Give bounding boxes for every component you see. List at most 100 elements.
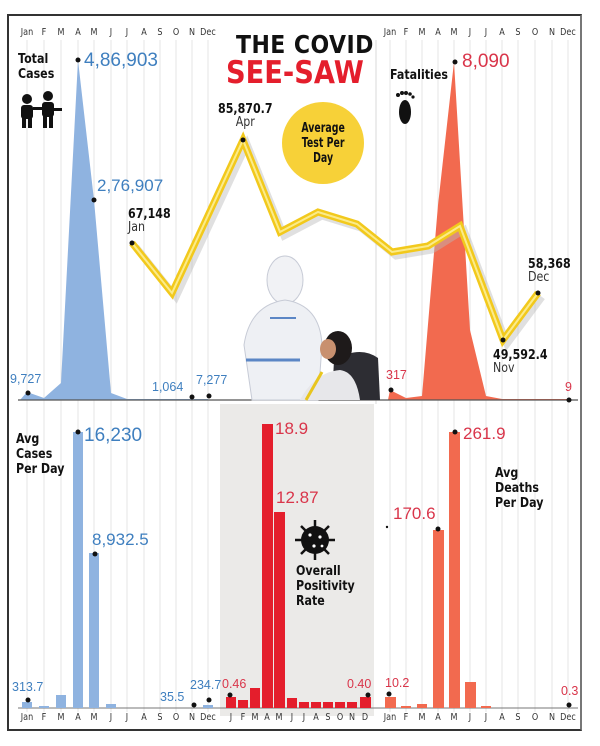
total-cases-label: Total Cases [18, 51, 55, 82]
month-label: M [57, 27, 65, 38]
month-label: O [531, 27, 539, 38]
month-label: Jan [20, 712, 34, 723]
month-label: A [435, 712, 441, 723]
value-avgdeaths-jan: 10.2 [385, 676, 410, 690]
value-tests-dec: 58,368 Dec [528, 257, 571, 285]
value-fatal-dec: 9 [565, 380, 572, 394]
value-avgcases-jan: 313.7 [12, 680, 44, 694]
month-label: J [468, 712, 472, 723]
month-label: J [109, 712, 113, 723]
positivity-bars [226, 424, 371, 708]
positivity-panel-bg [220, 404, 374, 716]
month-label: J [484, 712, 488, 723]
month-label: J [125, 712, 129, 723]
month-label: M [450, 27, 458, 38]
month-label: A [141, 27, 147, 38]
month-label: A [264, 712, 270, 723]
fatalities-area [388, 62, 568, 400]
month-label: A [141, 712, 147, 723]
avg-cases-label: Avg Cases Per Day [16, 431, 65, 477]
total-cases-area [20, 60, 208, 400]
month-label: J [125, 27, 129, 38]
month-label: D [361, 712, 369, 723]
month-label: J [468, 27, 472, 38]
value-tests-jan: 67,148 Jan [128, 207, 171, 235]
avg-deaths-label: Avg Deaths Per Day [495, 465, 544, 511]
value-avgcases-dec: 234.7 [190, 678, 222, 692]
value-avgcases-apr: 16,230 [84, 425, 143, 446]
value-tests-nov: 49,592.4 Nov [493, 348, 548, 376]
month-label: S [325, 712, 331, 723]
month-label: A [75, 712, 81, 723]
month-label: A [499, 712, 505, 723]
month-label: N [548, 712, 556, 723]
month-label: A [313, 712, 319, 723]
value-pos-dec: 0.40 [347, 677, 372, 691]
month-label: N [348, 712, 356, 723]
month-label: M [251, 712, 259, 723]
avg-cases-bars [22, 432, 213, 708]
value-fatal-may: 8,090 [462, 51, 510, 72]
month-label: J [229, 712, 233, 723]
title-line-2: SEE-SAW [226, 55, 364, 91]
value-pos-jan: 0.46 [222, 677, 247, 691]
month-label: F [41, 27, 47, 38]
value-avgcases-may: 8,932.5 [92, 530, 149, 549]
month-label: Jan [383, 712, 397, 723]
title-line-1: THE COVID [236, 30, 374, 59]
value-total-apr: 4,86,903 [84, 50, 158, 71]
value-avgdeaths-dec: 0.3 [561, 684, 579, 698]
value-fatal-jan: 317 [386, 368, 407, 382]
month-label: J [290, 712, 294, 723]
month-label: Jan [383, 27, 397, 38]
month-label: A [499, 27, 505, 38]
fatalities-label: Fatalities [390, 67, 448, 83]
avg-deaths-bars [385, 432, 491, 708]
month-label: F [240, 712, 246, 723]
footprint-icon [396, 91, 415, 124]
month-label: F [41, 712, 47, 723]
month-label: M [450, 712, 458, 723]
value-avgcases-nov: 35.5 [160, 690, 185, 704]
value-total-may: 2,76,907 [97, 176, 164, 195]
month-label: M [418, 27, 426, 38]
month-label: Dec [200, 27, 216, 38]
positivity-label: Overall Positivity Rate [296, 563, 355, 609]
month-label: N [188, 27, 196, 38]
month-label: F [403, 712, 409, 723]
value-tests-apr: 85,870.7 Apr [218, 102, 273, 130]
month-label: M [418, 712, 426, 723]
virus-icon [295, 520, 335, 560]
month-label: O [531, 712, 539, 723]
grid-left [26, 40, 209, 712]
average-test-bubble: Average Test Per Day [282, 102, 364, 184]
month-label: O [172, 27, 180, 38]
month-label: S [515, 712, 521, 723]
month-label: Dec [560, 712, 576, 723]
value-avgdeaths-may: 261.9 [463, 424, 506, 443]
month-label: J [109, 27, 113, 38]
month-label: M [57, 712, 65, 723]
swab-test-photo [243, 255, 380, 401]
month-label: S [157, 27, 163, 38]
month-label: O [172, 712, 180, 723]
month-label: Jan [20, 27, 34, 38]
people-icon [21, 91, 62, 128]
month-label: N [188, 712, 196, 723]
value-total-jan: 9,727 [10, 372, 42, 386]
value-total-nov: 1,064 [152, 380, 184, 394]
value-avgdeaths-apr: 170.6 [393, 504, 436, 523]
month-label: J [484, 27, 488, 38]
month-label: S [157, 712, 163, 723]
month-label: O [336, 712, 344, 723]
month-label: Dec [200, 712, 216, 723]
month-label: Dec [560, 27, 576, 38]
month-label: A [75, 27, 81, 38]
month-label: J [302, 712, 306, 723]
month-label: N [548, 27, 556, 38]
month-label: F [403, 27, 409, 38]
month-label: M [275, 712, 283, 723]
month-label: M [90, 712, 98, 723]
value-pos-apr: 18.9 [275, 419, 309, 438]
